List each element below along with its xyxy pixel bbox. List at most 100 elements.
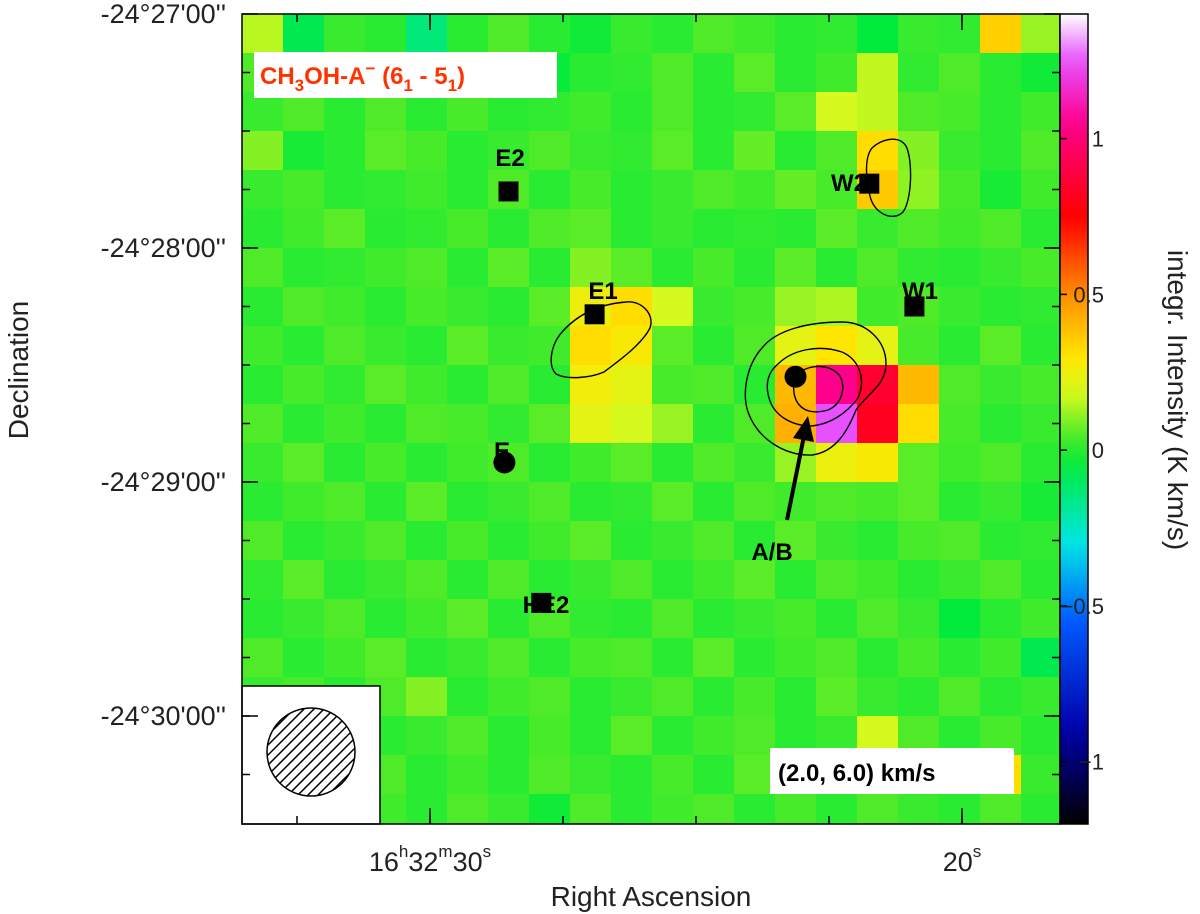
map-pixel xyxy=(570,209,612,249)
map-pixel xyxy=(570,482,612,522)
map-pixel xyxy=(447,131,489,171)
map-pixel xyxy=(734,248,776,288)
map-pixel xyxy=(816,677,858,717)
map-pixel xyxy=(652,92,694,132)
map-pixel xyxy=(816,638,858,678)
y-tick-label: -24°28'00'' xyxy=(101,233,226,263)
map-pixel xyxy=(652,560,694,600)
map-pixel xyxy=(611,794,653,824)
map-pixel xyxy=(980,443,1022,483)
map-pixel xyxy=(857,14,899,54)
map-pixel xyxy=(734,131,776,171)
source-marker-ab xyxy=(784,365,807,388)
map-pixel xyxy=(242,131,284,171)
map-pixel xyxy=(611,287,653,327)
map-pixel xyxy=(775,794,817,824)
map-pixel xyxy=(980,92,1022,132)
map-pixel xyxy=(898,170,940,210)
map-pixel xyxy=(283,365,325,405)
map-pixel xyxy=(488,92,530,132)
map-pixel xyxy=(365,170,407,210)
map-pixel xyxy=(734,755,776,795)
map-pixel xyxy=(529,482,571,522)
contour-ab-inner xyxy=(792,365,844,413)
map-pixel xyxy=(775,53,817,93)
map-pixel xyxy=(365,482,407,522)
map-pixel xyxy=(857,677,899,717)
map-pixel xyxy=(816,14,858,54)
map-pixel xyxy=(406,287,448,327)
colorbar-ticks: 1 0.5 0 −0.5 −1 xyxy=(1060,127,1104,775)
map-pixel xyxy=(529,287,571,327)
map-pixel xyxy=(447,599,489,639)
map-pixel xyxy=(1021,92,1060,132)
map-pixel xyxy=(406,443,448,483)
map-pixel xyxy=(324,248,366,288)
map-pixel xyxy=(734,794,776,824)
map-pixel xyxy=(488,209,530,249)
map-pixel xyxy=(242,326,284,366)
map-pixel xyxy=(693,521,735,561)
map-pixel xyxy=(857,209,899,249)
beam-hatch-line xyxy=(267,708,322,796)
map-pixel xyxy=(1021,365,1060,405)
map-pixel xyxy=(406,248,448,288)
map-pixel xyxy=(365,599,407,639)
map-pixel xyxy=(529,326,571,366)
map-pixel xyxy=(365,404,407,444)
map-pixel xyxy=(447,404,489,444)
map-pixel xyxy=(734,599,776,639)
arrow-to-ab xyxy=(785,416,814,521)
map-pixel xyxy=(980,677,1022,717)
contour-ab-outer xyxy=(744,321,887,456)
map-pixel xyxy=(529,131,571,171)
map-pixel xyxy=(693,404,735,444)
map-pixel xyxy=(1021,560,1060,600)
map-pixel xyxy=(570,599,612,639)
beam-hatch-line xyxy=(300,708,355,796)
map-pixel xyxy=(939,170,981,210)
map-pixel xyxy=(1021,794,1060,824)
map-pixel xyxy=(898,638,940,678)
map-pixel xyxy=(775,209,817,249)
map-pixel xyxy=(611,53,653,93)
map-pixel xyxy=(939,794,981,824)
map-pixel xyxy=(283,209,325,249)
map-pixel xyxy=(816,599,858,639)
map-pixel xyxy=(1021,131,1060,171)
map-pixel xyxy=(529,248,571,288)
map-pixel xyxy=(406,209,448,249)
map-pixel xyxy=(857,92,899,132)
map-pixel xyxy=(652,53,694,93)
map-pixel xyxy=(447,560,489,600)
map-pixel xyxy=(406,755,448,795)
map-pixel xyxy=(488,560,530,600)
map-pixel xyxy=(980,14,1022,54)
map-pixel xyxy=(816,209,858,249)
map-pixel xyxy=(816,794,858,824)
map-pixel xyxy=(693,755,735,795)
map-pixel xyxy=(611,209,653,249)
map-pixel xyxy=(365,209,407,249)
map-pixel xyxy=(898,14,940,54)
map-pixel xyxy=(775,14,817,54)
map-pixel xyxy=(693,716,735,756)
map-pixel xyxy=(447,248,489,288)
map-pixel xyxy=(283,599,325,639)
map-pixel xyxy=(693,677,735,717)
label-w2: W2 xyxy=(831,170,867,197)
map-pixel xyxy=(324,170,366,210)
map-pixel xyxy=(242,482,284,522)
map-pixel xyxy=(1021,209,1060,249)
map-pixel xyxy=(652,287,694,327)
colorbar-tick-label: −0.5 xyxy=(1061,594,1104,619)
map-pixel xyxy=(734,404,776,444)
map-pixel xyxy=(324,365,366,405)
map-pixel xyxy=(857,482,899,522)
map-pixel xyxy=(857,443,899,483)
map-pixel xyxy=(857,287,899,327)
map-pixel xyxy=(980,365,1022,405)
map-pixel xyxy=(406,92,448,132)
label-e1: E1 xyxy=(588,278,617,305)
map-pixel xyxy=(775,638,817,678)
